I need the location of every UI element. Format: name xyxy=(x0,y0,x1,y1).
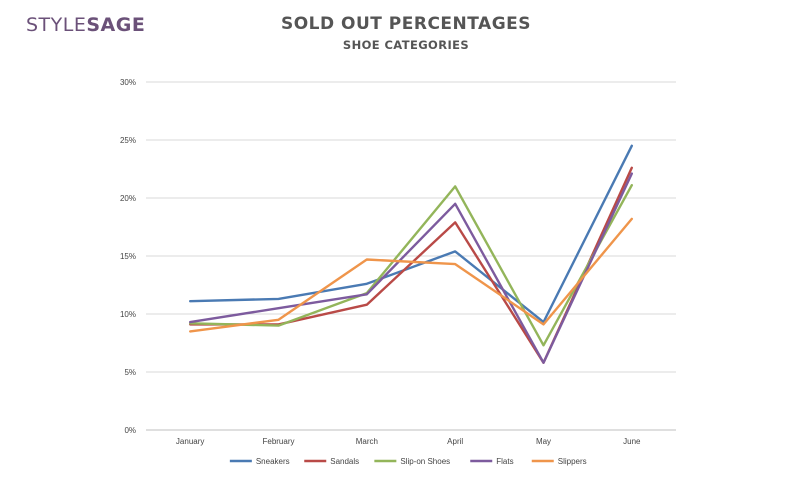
y-tick-label: 25% xyxy=(120,136,136,145)
y-tick-label: 5% xyxy=(124,368,136,377)
legend-label: Slippers xyxy=(558,457,587,466)
brand-logo: STYLESAGE xyxy=(26,14,145,36)
y-tick-label: 15% xyxy=(120,252,136,261)
legend: Sneakers Sandals Slip-on Shoes Flats Slipper… xyxy=(229,457,587,466)
x-axis-ticks: January February March April May June xyxy=(176,437,641,446)
series-lines xyxy=(188,144,633,364)
series-line-sneakers xyxy=(188,144,633,324)
y-tick-label: 0% xyxy=(124,426,136,435)
legend-label: Sandals xyxy=(330,457,359,466)
chart-title: SOLD OUT PERCENTAGES xyxy=(280,14,532,34)
legend-label: Slip-on Shoes xyxy=(400,457,450,466)
y-tick-label: 30% xyxy=(120,78,136,87)
x-tick-label: March xyxy=(356,437,378,446)
y-tick-label: 10% xyxy=(120,310,136,319)
x-tick-label: May xyxy=(536,437,551,446)
chart-header: SOLD OUT PERCENTAGES SHOE CATEGORIES xyxy=(0,14,800,52)
brand-logo-part1: STYLE xyxy=(26,14,87,36)
x-tick-label: January xyxy=(176,437,204,446)
series-line-flats xyxy=(188,172,633,364)
gridlines xyxy=(146,81,676,431)
series-line-slippers xyxy=(188,217,633,333)
y-tick-label: 20% xyxy=(120,194,136,203)
series-line-sandals xyxy=(188,166,633,364)
brand-logo-part2: SAGE xyxy=(86,14,146,36)
legend-label: Flats xyxy=(496,457,513,466)
y-axis-ticks: 0% 5% 10% 15% 20% 25% 30% xyxy=(120,78,136,435)
chart-subtitle: SHOE CATEGORIES xyxy=(342,38,470,52)
series-line-slip-on-shoes xyxy=(188,183,633,347)
x-tick-label: April xyxy=(447,437,463,446)
legend-label: Sneakers xyxy=(256,457,290,466)
x-tick-label: February xyxy=(262,437,294,446)
x-tick-label: June xyxy=(623,437,641,446)
